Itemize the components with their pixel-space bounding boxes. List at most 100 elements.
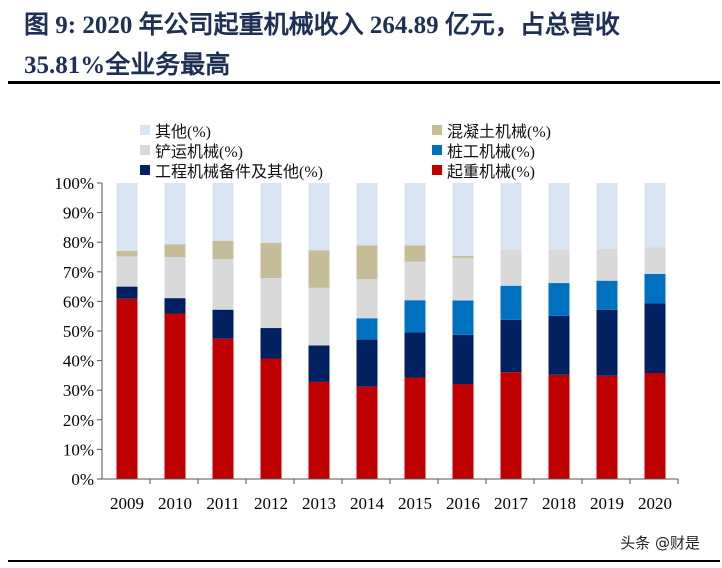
bar-segment bbox=[356, 279, 378, 319]
bar-segment bbox=[116, 250, 138, 257]
bar-segment bbox=[212, 338, 234, 479]
bar-segment bbox=[164, 313, 186, 479]
legend-item-parts: 工程机械备件及其他(%) bbox=[140, 158, 323, 182]
bar-segment bbox=[260, 183, 282, 243]
legend-swatch bbox=[432, 145, 442, 155]
legend-label: 工程机械备件及其他(%) bbox=[155, 164, 323, 181]
bar-segment bbox=[548, 374, 570, 479]
bar-segment bbox=[260, 358, 282, 479]
y-tick-label: 70% bbox=[63, 263, 94, 282]
bar-segment bbox=[452, 257, 474, 301]
bar-segment bbox=[308, 381, 330, 479]
x-tick-label: 2015 bbox=[398, 494, 432, 513]
bar-segment bbox=[308, 183, 330, 251]
bar-segment bbox=[404, 332, 426, 378]
x-tick-label: 2013 bbox=[302, 494, 336, 513]
legend-label: 铲运机械(%) bbox=[155, 144, 243, 161]
bar-segment bbox=[596, 280, 618, 310]
y-tick-label: 60% bbox=[63, 292, 94, 311]
y-tick-label: 50% bbox=[63, 322, 94, 341]
legend-label: 起重机械(%) bbox=[447, 164, 535, 181]
bar-segment bbox=[548, 283, 570, 316]
bar-segment bbox=[596, 248, 618, 281]
y-tick-label: 90% bbox=[63, 204, 94, 223]
x-tick-label: 2012 bbox=[254, 494, 288, 513]
x-tick-label: 2009 bbox=[110, 494, 144, 513]
bottom-divider bbox=[8, 560, 720, 562]
legend-label: 其他(%) bbox=[155, 124, 211, 141]
bar-segment bbox=[212, 259, 234, 310]
bar-segment bbox=[452, 334, 474, 384]
y-tick-label: 40% bbox=[63, 352, 94, 371]
bar-segment bbox=[452, 300, 474, 335]
bar-segment bbox=[404, 261, 426, 301]
bar-segment bbox=[356, 318, 378, 340]
bar-segment bbox=[212, 309, 234, 339]
bar-segment bbox=[212, 183, 234, 242]
bar-segment bbox=[644, 273, 666, 304]
bar-segment bbox=[596, 375, 618, 479]
bar-segment bbox=[404, 245, 426, 262]
title-divider bbox=[8, 81, 720, 84]
bar-segment bbox=[356, 183, 378, 246]
x-tick-label: 2018 bbox=[542, 494, 576, 513]
y-tick-label: 20% bbox=[63, 411, 94, 430]
bar-segment bbox=[308, 287, 330, 346]
bar-segment bbox=[500, 372, 522, 479]
bar-segment bbox=[500, 249, 522, 286]
bar-segment bbox=[548, 315, 570, 375]
bar-segment bbox=[548, 183, 570, 250]
bar-segment bbox=[164, 244, 186, 257]
bar-segment bbox=[452, 183, 474, 256]
legend-item-crane: 起重机械(%) bbox=[432, 158, 535, 182]
legend-swatch bbox=[140, 145, 150, 155]
chart-title-line-2: 35.81%全业务最高 bbox=[24, 52, 231, 79]
legend-label: 混凝土机械(%) bbox=[447, 124, 551, 141]
bar-segment bbox=[644, 182, 666, 248]
y-tick-label: 30% bbox=[63, 381, 94, 400]
bar-segment bbox=[452, 255, 474, 258]
legend-item-earthmoving: 铲运机械(%) bbox=[140, 138, 243, 162]
x-tick-label: 2016 bbox=[446, 494, 480, 513]
bar-segment bbox=[596, 309, 618, 376]
bar-segment bbox=[500, 285, 522, 320]
legend-swatch bbox=[140, 125, 150, 135]
y-tick-label: 10% bbox=[63, 440, 94, 459]
x-tick-label: 2020 bbox=[638, 494, 672, 513]
bar-segment bbox=[596, 183, 618, 249]
bar-segment bbox=[644, 373, 666, 479]
x-tick-label: 2017 bbox=[494, 494, 529, 513]
bar-segment bbox=[404, 183, 426, 246]
bar-segment bbox=[116, 256, 138, 287]
legend-swatch bbox=[140, 165, 150, 175]
bar-segment bbox=[500, 183, 522, 250]
bar-segment bbox=[356, 339, 378, 387]
legend-swatch bbox=[432, 125, 442, 135]
bar-segment bbox=[404, 377, 426, 479]
bar-segment bbox=[260, 328, 282, 359]
x-tick-label: 2010 bbox=[158, 494, 192, 513]
x-tick-label: 2011 bbox=[206, 494, 239, 513]
bar-segment bbox=[116, 286, 138, 299]
bar-segment bbox=[356, 386, 378, 479]
bar-segment bbox=[164, 183, 186, 245]
bar-segment bbox=[356, 245, 378, 280]
bar-segment bbox=[452, 383, 474, 479]
bar-segment bbox=[308, 250, 330, 288]
bar-segment bbox=[212, 241, 234, 260]
bar-segment bbox=[404, 300, 426, 333]
bar-segment bbox=[116, 298, 138, 479]
chart-title-line-1: 图 9: 2020 年公司起重机械收入 264.89 亿元，占总营收 bbox=[24, 12, 620, 39]
y-tick-label: 0% bbox=[71, 470, 94, 489]
watermark: 头条 @财是 bbox=[620, 534, 700, 552]
legend-item-concrete: 混凝土机械(%) bbox=[432, 118, 551, 142]
bar-segment bbox=[644, 303, 666, 374]
legend-swatch bbox=[432, 165, 442, 175]
bar-segment bbox=[164, 257, 186, 299]
y-tick-label: 80% bbox=[63, 233, 94, 252]
bar-segment bbox=[548, 249, 570, 284]
bar-segment bbox=[308, 345, 330, 382]
bar-segment bbox=[116, 183, 138, 251]
bar-segment bbox=[164, 298, 186, 314]
